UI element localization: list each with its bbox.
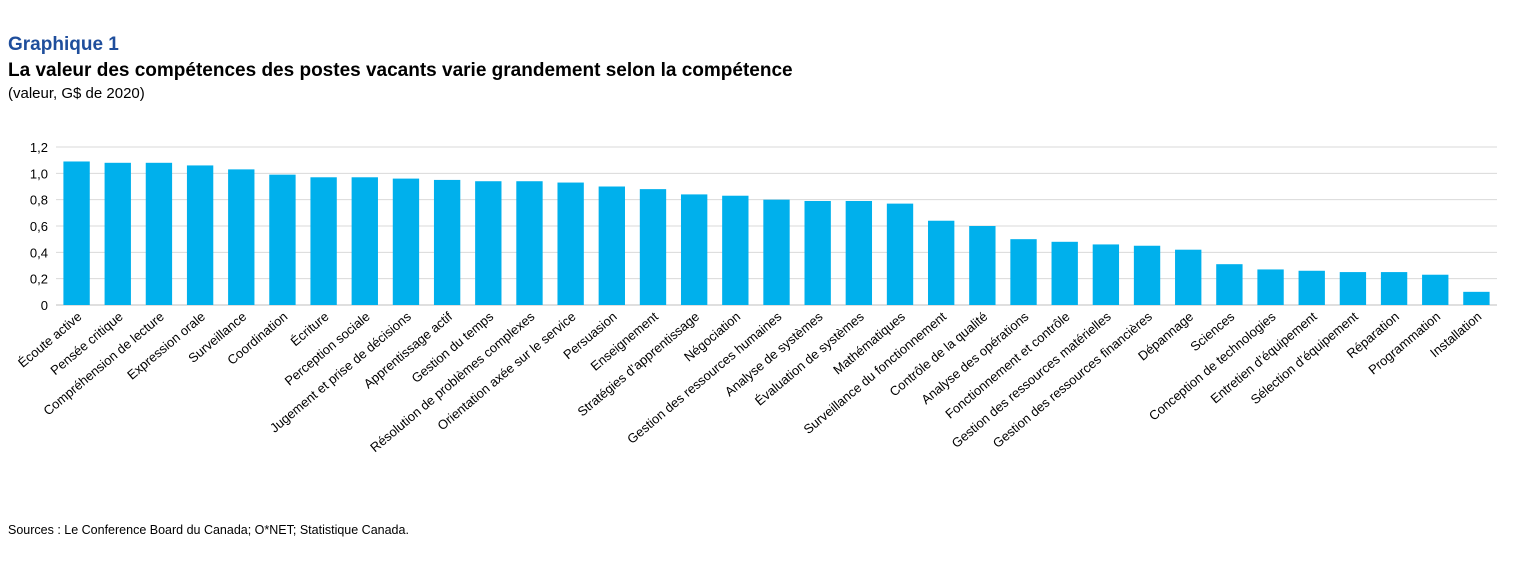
bar [804,200,831,305]
chart-title: La valeur des compétences des postes vac… [8,60,793,81]
bar [145,162,173,305]
chart-header: Graphique 1 La valeur des compétences de… [8,32,1528,104]
y-tick-label: 0,2 [30,272,48,287]
bar [1133,245,1161,305]
bar [63,161,90,305]
bar [433,179,461,305]
x-tick-label: Programmation [1365,309,1443,378]
graph-number-label: Graphique 1 [8,34,119,55]
bar [680,194,708,305]
chart-subtitle: (valeur, G$ de 2020) [8,85,145,102]
bar [722,195,749,305]
bar [351,177,378,305]
bar [1339,272,1367,305]
bar [310,177,337,305]
y-tick-label: 0 [41,298,48,313]
bar [1051,241,1078,305]
bar [1092,244,1120,305]
bar [392,178,420,305]
bars [63,161,1490,305]
bar [1422,274,1449,305]
bar [763,199,790,305]
bar [1257,269,1284,305]
bar [1298,270,1325,305]
bar [269,174,296,305]
bar [1463,291,1490,305]
bar [969,226,996,305]
bar [1216,264,1243,305]
bar [186,165,214,305]
bar [1010,239,1037,305]
bar [598,186,625,305]
bar [516,181,543,305]
bar [845,200,873,305]
y-tick-label: 0,4 [30,245,48,260]
y-tick-label: 0,8 [30,193,48,208]
bar [475,181,502,305]
y-tick-label: 1,0 [30,166,48,181]
bar [557,182,584,305]
y-axis-tick-labels: 0 0,2 0,4 0,6 0,8 1,0 1,2 [30,140,48,313]
y-tick-label: 1,2 [30,140,48,155]
source-note: Sources : Le Conference Board du Canada;… [8,523,409,537]
bar [228,169,255,305]
bar [1175,249,1202,305]
bar [928,220,955,305]
bar [886,203,914,305]
bar [639,189,667,305]
bar [104,162,131,305]
y-tick-label: 0,6 [30,219,48,234]
bar [1380,272,1408,305]
